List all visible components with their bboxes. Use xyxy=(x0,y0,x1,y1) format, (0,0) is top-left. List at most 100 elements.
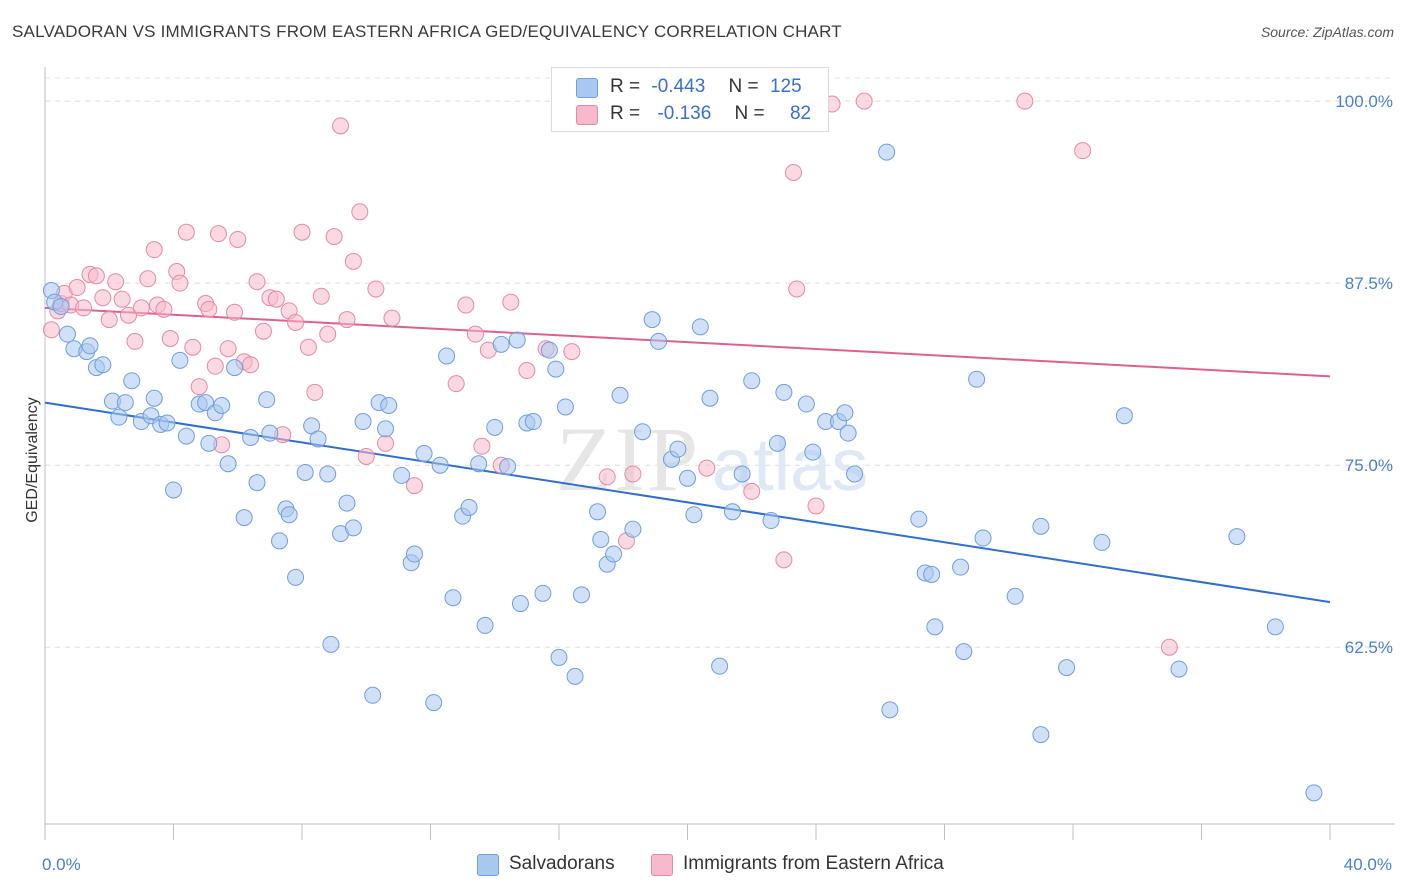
salvadoran-point xyxy=(296,463,314,481)
salvadoran-point xyxy=(322,635,340,653)
eastern-africa-point xyxy=(287,313,305,331)
salvadoran-point xyxy=(226,359,244,377)
eastern-africa-point xyxy=(248,273,266,291)
salvadoran-point xyxy=(415,445,433,463)
eastern-africa-point xyxy=(473,437,491,455)
trend-lines xyxy=(44,306,1331,604)
salvadoran-point xyxy=(1032,726,1050,744)
salvadoran-point xyxy=(974,529,992,547)
salvadoran-point xyxy=(213,396,231,414)
eastern-africa-point xyxy=(100,311,118,329)
salvadoran-point xyxy=(605,545,623,563)
eastern-africa-point xyxy=(351,203,369,221)
salvadoran-point xyxy=(1228,528,1246,546)
salvadoran-point xyxy=(110,408,128,426)
salvadoran-point xyxy=(540,341,558,359)
eastern-africa-point xyxy=(177,223,195,241)
eastern-africa-point xyxy=(132,299,150,317)
eastern-africa-point xyxy=(184,338,202,356)
salvadoran-point xyxy=(364,686,382,704)
eastern-africa-point xyxy=(405,477,423,495)
salvadoran-point xyxy=(1305,784,1323,802)
eastern-africa-point xyxy=(788,280,806,298)
salvadoran-point xyxy=(1032,517,1050,535)
salvadoran-point xyxy=(1093,533,1111,551)
salvadoran-point xyxy=(58,325,76,343)
eastern-africa-point xyxy=(267,290,285,308)
eastern-africa-point xyxy=(377,434,395,452)
eastern-africa-point xyxy=(325,228,343,246)
salvadoran-point xyxy=(762,512,780,530)
y-tick-label: 75.0% xyxy=(1345,456,1393,475)
salvadoran-point xyxy=(556,398,574,416)
legend-swatch-pink xyxy=(576,105,598,125)
eastern-africa-point xyxy=(145,241,163,259)
salvadoran-point xyxy=(1058,659,1076,677)
salvadoran-point xyxy=(804,443,822,461)
salvadoran-point xyxy=(177,427,195,445)
eastern-africa-point xyxy=(1016,92,1034,110)
y-axis-label: GED/Equivalency xyxy=(24,397,41,522)
eastern-africa-point xyxy=(171,274,189,292)
salvadoran-point xyxy=(219,455,237,473)
salvadoran-point xyxy=(338,494,356,512)
correlation-legend: R = -0.443 N = 125 R = -0.136 N = 82 xyxy=(551,67,829,132)
eastern-africa-point xyxy=(219,340,237,358)
salvadoran-point xyxy=(733,465,751,483)
eastern-africa-point xyxy=(1074,142,1092,160)
salvadoran-point xyxy=(572,586,590,604)
salvadoran-point xyxy=(634,423,652,441)
y-tick-label: 100.0% xyxy=(1335,92,1393,111)
salvadoran-point xyxy=(650,332,668,350)
eastern-africa-point xyxy=(598,468,616,486)
y-tick-label: 87.5% xyxy=(1345,274,1393,293)
salvadoran-trend-line xyxy=(44,401,1331,604)
salvadoran-point xyxy=(878,143,896,161)
salvadoran-point xyxy=(508,331,526,349)
eastern-africa-point xyxy=(161,330,179,348)
eastern-africa-point xyxy=(502,293,520,311)
eastern-africa-point xyxy=(293,223,311,241)
salvadoran-point xyxy=(258,391,276,409)
eastern-africa-point xyxy=(229,230,247,248)
salvadoran-point xyxy=(405,545,423,563)
eastern-africa-point xyxy=(332,117,350,135)
eastern-africa-point xyxy=(466,325,484,343)
eastern-africa-point xyxy=(254,322,272,340)
salvadoran-point xyxy=(171,351,189,369)
salvadoran-point xyxy=(1266,618,1284,636)
salvadoran-point xyxy=(701,389,719,407)
eastern-africa-point xyxy=(75,299,93,317)
salvadoran-point xyxy=(836,404,854,422)
salvadoran-point xyxy=(319,465,337,483)
salvadoran-point xyxy=(926,618,944,636)
salvadoran-point xyxy=(711,657,729,675)
salvadoran-point xyxy=(624,520,642,538)
eastern-africa-point xyxy=(807,497,825,515)
eastern-africa-point xyxy=(563,343,581,361)
legend-n-value: 125 xyxy=(769,76,802,97)
eastern-africa-point xyxy=(775,551,793,569)
eastern-africa-point xyxy=(624,465,642,483)
salvadoran-point xyxy=(261,424,279,442)
salvadoran-point xyxy=(242,429,260,447)
salvadoran-point xyxy=(1115,407,1133,425)
x-tick-label: 0.0% xyxy=(42,855,81,874)
salvadoran-point xyxy=(923,565,941,583)
salvadoran-point xyxy=(1170,660,1188,678)
salvadoran-point xyxy=(968,370,986,388)
eastern-africa-point xyxy=(447,375,465,393)
salvadoran-point xyxy=(470,455,488,473)
eastern-africa-point xyxy=(698,459,716,477)
salvadoran-point xyxy=(235,509,253,527)
salvadoran-point xyxy=(116,394,134,412)
eastern-africa-point xyxy=(209,225,227,243)
eastern-africa-point xyxy=(113,290,131,308)
eastern-africa-point xyxy=(68,279,86,297)
bottom-legend-swatch-pink xyxy=(651,854,673,876)
salvadoran-point xyxy=(344,519,362,537)
salvadoran-point xyxy=(248,474,266,492)
salvadoran-point xyxy=(691,318,709,336)
salvadoran-point xyxy=(94,356,112,374)
